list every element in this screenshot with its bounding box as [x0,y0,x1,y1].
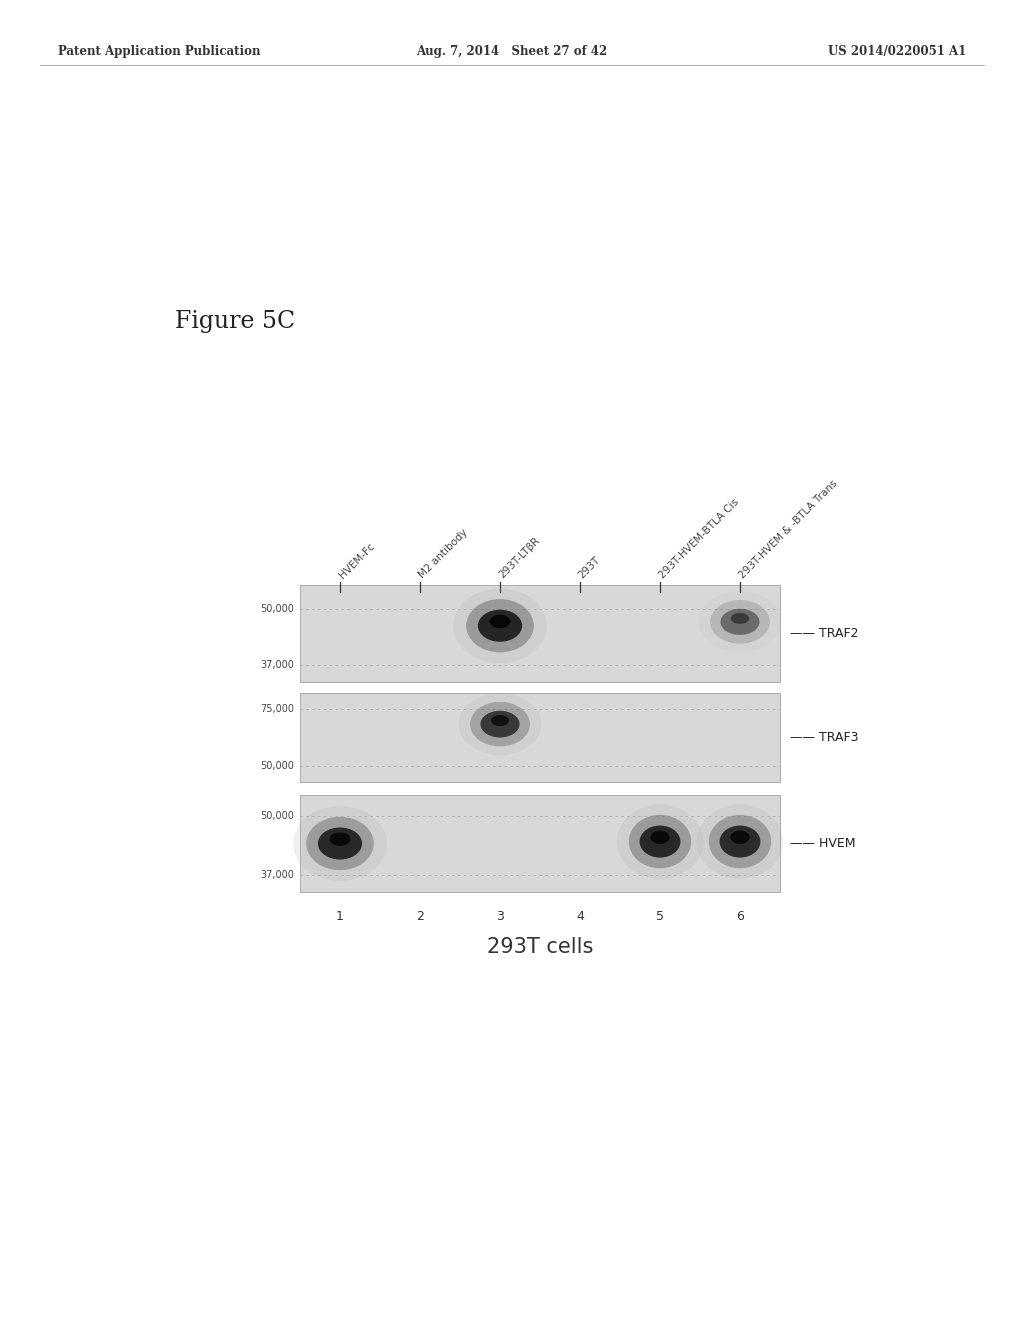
Text: HVEM-Fc: HVEM-Fc [337,541,376,579]
Ellipse shape [650,830,670,843]
Text: US 2014/0220051 A1: US 2014/0220051 A1 [827,45,966,58]
Ellipse shape [466,599,534,652]
Text: 50,000: 50,000 [260,760,294,771]
Text: 50,000: 50,000 [260,605,294,614]
Text: 75,000: 75,000 [260,704,294,714]
Ellipse shape [293,807,387,880]
Text: 6: 6 [736,909,744,923]
Text: 293T-HVEM-BTLA Cis: 293T-HVEM-BTLA Cis [657,496,740,579]
Ellipse shape [317,828,362,859]
Ellipse shape [709,814,771,869]
Text: 293T cells: 293T cells [486,937,593,957]
Text: Aug. 7, 2014   Sheet 27 of 42: Aug. 7, 2014 Sheet 27 of 42 [417,45,607,58]
Text: 5: 5 [656,909,664,923]
Text: —— TRAF3: —— TRAF3 [790,731,858,744]
Text: M2 antibody: M2 antibody [417,527,470,579]
Text: 1: 1 [336,909,344,923]
Text: 3: 3 [496,909,504,923]
Text: 4: 4 [577,909,584,923]
Ellipse shape [478,610,522,642]
Ellipse shape [710,601,770,644]
Ellipse shape [721,609,760,635]
Text: —— HVEM: —— HVEM [790,837,855,850]
Text: —— TRAF2: —— TRAF2 [790,627,858,640]
Ellipse shape [629,814,691,869]
Text: 2: 2 [416,909,424,923]
Text: 293T-HVEM & -BTLA Trans: 293T-HVEM & -BTLA Trans [737,478,839,579]
Ellipse shape [470,702,529,746]
Ellipse shape [459,693,542,755]
Ellipse shape [330,833,350,846]
Bar [300,585,780,682]
Ellipse shape [730,830,750,843]
Bar [300,693,780,781]
Text: 293T-LTβR: 293T-LTβR [497,536,542,579]
Ellipse shape [480,710,519,738]
Ellipse shape [696,804,783,879]
Ellipse shape [720,825,761,858]
Text: 293T: 293T [577,554,602,579]
Text: Patent Application Publication: Patent Application Publication [58,45,260,58]
Ellipse shape [640,825,680,858]
Ellipse shape [454,589,547,663]
Ellipse shape [306,817,374,870]
Ellipse shape [698,591,781,652]
Ellipse shape [489,615,510,628]
Ellipse shape [616,804,703,879]
Text: 37,000: 37,000 [260,660,294,669]
Ellipse shape [731,612,750,624]
Text: 50,000: 50,000 [260,812,294,821]
Bar [300,795,780,892]
Text: Figure 5C: Figure 5C [175,310,295,333]
Text: 37,000: 37,000 [260,870,294,879]
Ellipse shape [490,715,509,726]
